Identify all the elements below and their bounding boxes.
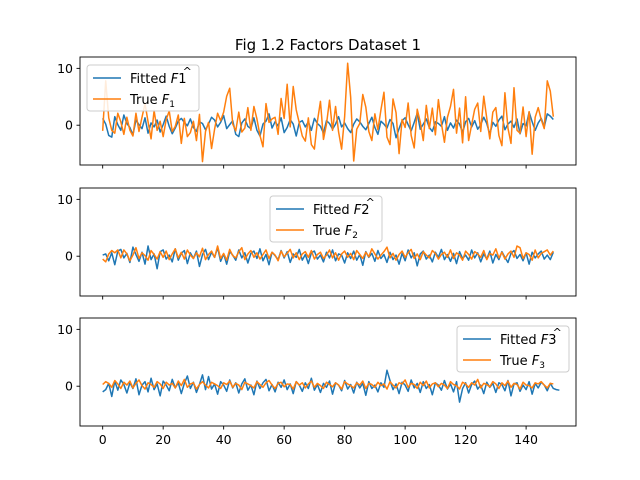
- x-tick-label: 60: [276, 432, 292, 447]
- y-tick-label: 10: [57, 61, 73, 76]
- legend: Fitted F2^ True F2: [269, 195, 383, 243]
- legend-label-true: True F1: [129, 93, 175, 110]
- legend-label-true: True F3: [499, 354, 545, 371]
- series-line-true-2: [102, 245, 554, 263]
- legend-hat-accent: ^: [366, 196, 375, 209]
- legend: Fitted F1^ True F1: [86, 64, 200, 112]
- y-tick-label: 10: [57, 192, 73, 207]
- y-tick-label: 10: [57, 322, 73, 337]
- x-tick-label: 20: [155, 432, 171, 447]
- y-tick-label: 0: [65, 249, 73, 264]
- axes-frame: [79, 317, 577, 427]
- legend-label-fitted: Fitted F2: [313, 203, 370, 218]
- axes-frame: [79, 187, 577, 297]
- legend-label-fitted: Fitted F3: [500, 333, 557, 348]
- legend-hat-accent: ^: [553, 326, 562, 339]
- panel-1: 0 10 Fitted F1^ True F1: [57, 56, 577, 169]
- x-tick-label: 80: [337, 432, 353, 447]
- x-tick-label: 40: [216, 432, 232, 447]
- y-tick-label: 0: [65, 118, 73, 133]
- legend: Fitted F3^ True F3: [456, 325, 570, 373]
- x-tick-label: 140: [514, 432, 538, 447]
- x-tick-label: 0: [99, 432, 107, 447]
- series-line-fitted-3: [102, 369, 560, 403]
- axes-frame: [79, 56, 577, 166]
- legend-label-fitted: Fitted F1: [130, 72, 187, 87]
- series-line-true-3: [102, 378, 554, 391]
- panel-2: 0 10 Fitted F2^ True F2: [57, 187, 577, 300]
- chart-title: Fig 1.2 Factors Dataset 1: [235, 36, 421, 54]
- x-tick-label: 120: [454, 432, 478, 447]
- legend-label-true: True F2: [312, 224, 358, 241]
- series-line-fitted-1: [102, 111, 554, 139]
- series-line-true-1: [101, 62, 555, 163]
- x-tick-label: 100: [393, 432, 417, 447]
- legend-hat-accent: ^: [183, 65, 192, 78]
- y-tick-label: 0: [65, 379, 73, 394]
